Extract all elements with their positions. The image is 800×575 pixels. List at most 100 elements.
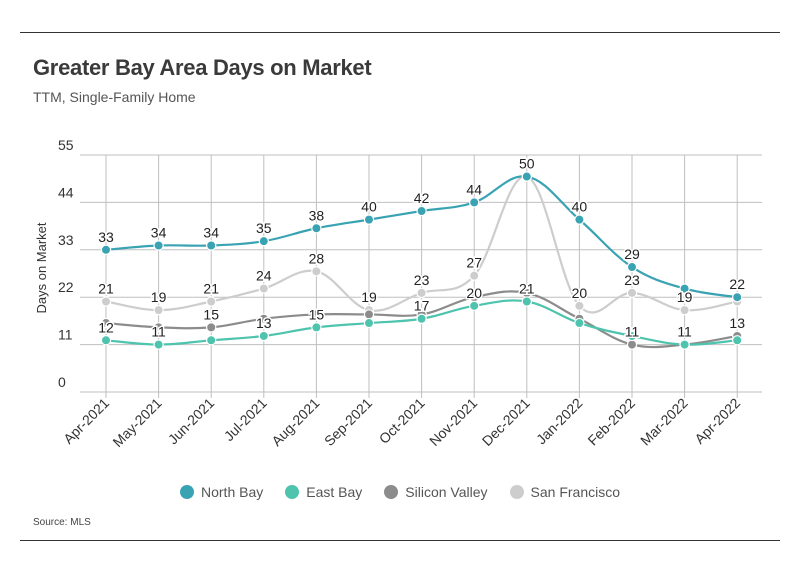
data-label: 34 (151, 224, 167, 240)
chart-subtitle: TTM, Single-Family Home (33, 89, 196, 105)
data-label: 38 (309, 207, 325, 223)
x-tick-label: Sep-2021 (321, 395, 375, 449)
gridlines (80, 154, 762, 393)
legend-label: Silicon Valley (405, 484, 488, 500)
data-point-san-francisco (153, 304, 164, 316)
data-label: 19 (151, 289, 167, 305)
line-chart: 0 11 22 33 44 55 Days on Market Apr-2021May-2… (34, 137, 762, 450)
legend-item-silicon-valley: Silicon Valley (384, 484, 488, 500)
data-label: 15 (309, 306, 325, 322)
series-line-san-francisco (105, 175, 738, 314)
data-point-san-francisco (679, 304, 690, 316)
data-label: 20 (572, 285, 588, 301)
y-axis-label: Days on Market (34, 222, 49, 313)
y-axis: 0 11 22 33 44 55 (58, 137, 74, 390)
data-label: 24 (256, 268, 272, 284)
data-point-san-francisco (258, 283, 269, 294)
data-label: 23 (414, 272, 430, 288)
data-label: 19 (677, 289, 693, 305)
data-point-east-bay (574, 317, 585, 329)
chart-title: Greater Bay Area Days on Market (33, 55, 372, 80)
data-point-east-bay (205, 335, 217, 346)
data-label: 19 (361, 289, 377, 305)
y-tick-label: 55 (58, 137, 74, 153)
data-point-san-francisco (100, 296, 112, 307)
data-labels: 33 34 34 35 38 40 42 44 50 40 29 22 13 21 19 21 24 28 19 23… (97, 154, 747, 341)
x-tick-label: Jan-2022 (533, 395, 586, 448)
legend-label: East Bay (306, 484, 363, 500)
data-point-silicon-valley (205, 322, 217, 333)
data-label: 22 (729, 276, 745, 292)
data-point-north-bay (469, 197, 480, 208)
data-label: 13 (729, 315, 745, 331)
x-tick-label: Apr-2022 (691, 395, 743, 447)
data-point-san-francisco (626, 287, 638, 299)
legend-marker (285, 485, 300, 499)
data-label: 27 (466, 255, 482, 271)
data-label: 40 (361, 199, 377, 215)
data-label: 21 (519, 281, 535, 297)
data-label: 11 (151, 324, 166, 340)
data-point-east-bay (416, 313, 427, 324)
data-point-north-bay (679, 283, 690, 294)
data-point-north-bay (205, 240, 217, 251)
x-tick-label: Feb-2022 (584, 395, 638, 449)
y-tick-label: 11 (58, 327, 73, 343)
data-label: 42 (414, 190, 430, 206)
data-label: 19 (361, 289, 377, 305)
data-point-silicon-valley (153, 322, 164, 333)
data-point-east-bay (258, 330, 269, 342)
bottom-rule (20, 540, 780, 541)
data-point-silicon-valley (311, 309, 322, 320)
y-tick-label: 0 (58, 374, 66, 390)
y-tick-label: 44 (58, 184, 74, 200)
data-point-san-francisco (311, 266, 322, 277)
data-point-north-bay (626, 261, 638, 273)
data-point-north-bay (100, 244, 112, 255)
data-point-east-bay (100, 335, 112, 346)
data-point-east-bay (732, 335, 743, 346)
x-tick-label: Dec-2021 (479, 395, 533, 449)
data-label: 34 (203, 224, 219, 240)
data-point-silicon-valley (258, 313, 269, 324)
x-tick-label: Apr-2021 (60, 395, 112, 447)
data-label: 11 (677, 324, 692, 340)
data-point-north-bay (416, 205, 427, 217)
source-note: Source: MLS (33, 517, 91, 528)
data-label: 21 (98, 281, 114, 297)
data-point-san-francisco (205, 296, 217, 307)
data-label: 40 (572, 199, 588, 215)
x-tick-label: Jul-2021 (221, 395, 270, 444)
data-label: 23 (624, 272, 640, 288)
data-point-north-bay (311, 223, 322, 234)
data-point-east-bay (679, 339, 690, 350)
data-label: 13 (256, 315, 272, 331)
data-point-silicon-valley (626, 339, 638, 350)
data-point-san-francisco (416, 287, 427, 299)
data-label: 11 (625, 324, 640, 340)
data-label: 35 (256, 220, 272, 236)
legend-item-san-francisco: San Francisco (509, 484, 620, 500)
data-point-east-bay (469, 300, 480, 312)
x-tick-label: Aug-2021 (268, 395, 322, 449)
legend-marker (509, 485, 524, 499)
data-label: 15 (203, 306, 219, 322)
data-label: 50 (519, 156, 535, 172)
x-tick-label: May-2021 (109, 395, 164, 450)
x-tick-label: Oct-2021 (376, 395, 428, 447)
data-label: 28 (309, 250, 325, 266)
data-point-san-francisco (574, 300, 585, 312)
data-point-east-bay (153, 339, 164, 350)
legend-label: San Francisco (530, 484, 620, 500)
x-tick-label: Jun-2021 (165, 395, 218, 448)
data-label: 33 (98, 229, 114, 245)
data-point-north-bay (363, 214, 375, 225)
legend-item-north-bay: North Bay (180, 484, 263, 500)
x-tick-label: Nov-2021 (426, 395, 480, 449)
data-label: 29 (624, 246, 640, 262)
data-point-san-francisco (469, 270, 480, 281)
series-points (100, 171, 743, 350)
data-label: 12 (98, 319, 114, 335)
data-point-north-bay (732, 292, 743, 303)
